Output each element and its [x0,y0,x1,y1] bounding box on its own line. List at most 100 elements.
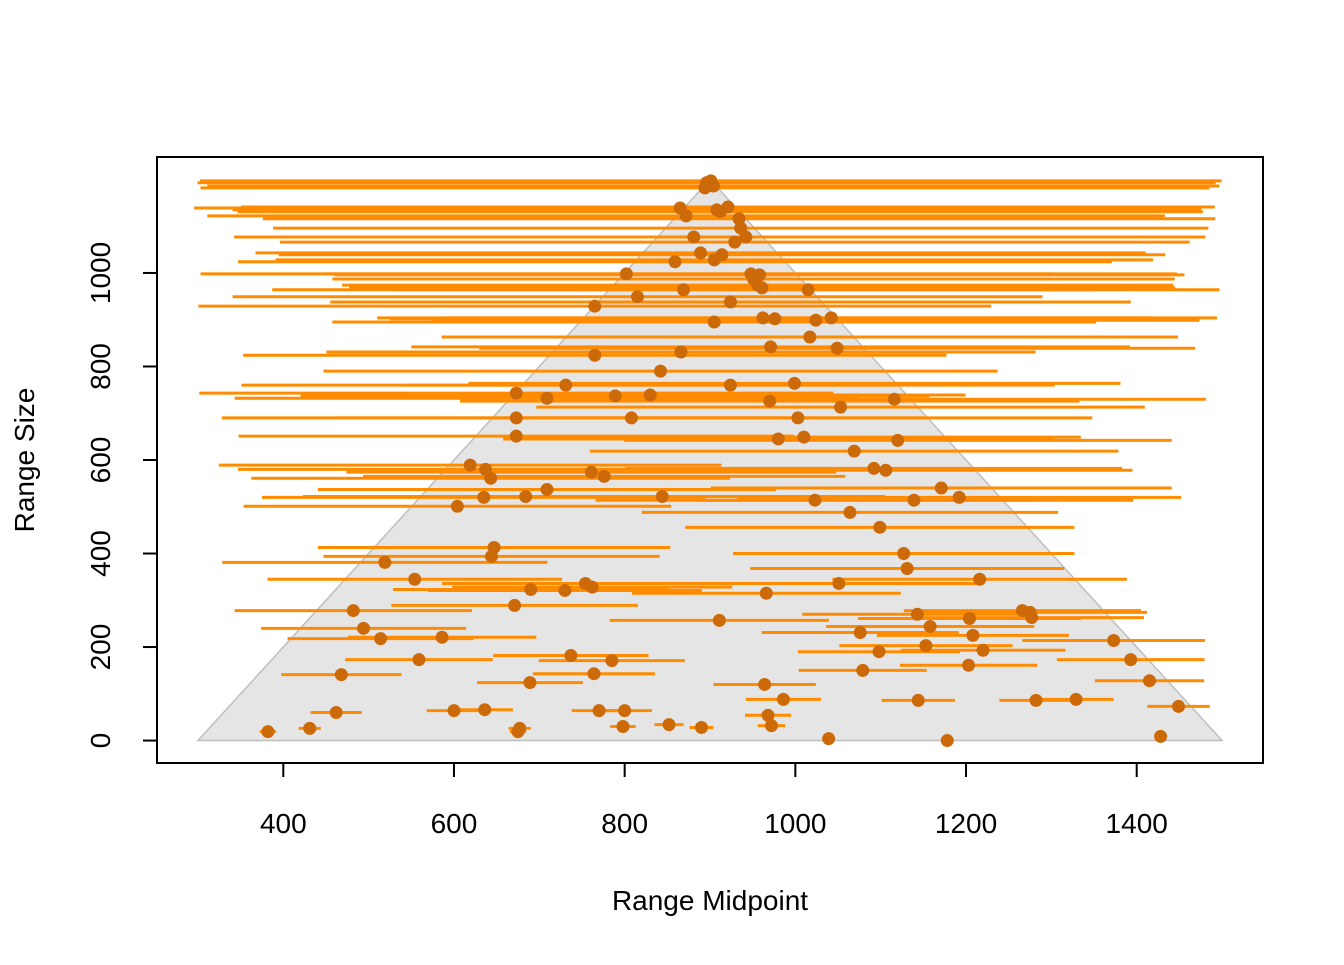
point [919,639,933,653]
point [759,586,773,600]
point [1025,611,1039,625]
point [509,429,523,443]
point [654,364,668,378]
x-tick-label: 800 [601,808,648,839]
x-tick-label: 400 [260,808,307,839]
point [435,630,449,644]
point [723,295,737,309]
x-tick-label: 1200 [935,808,997,839]
point [509,386,523,400]
point [771,432,785,446]
point [911,693,925,707]
point [808,493,822,507]
point [900,561,914,575]
point [873,520,887,534]
point [706,179,720,193]
point [608,389,622,403]
point [585,580,599,594]
point [618,704,632,718]
point [540,391,554,405]
point [830,341,844,355]
y-tick-label: 800 [85,343,116,390]
point [605,654,619,668]
point [763,394,777,408]
point [450,499,464,513]
point [588,348,602,362]
point [739,230,753,244]
point [721,200,735,214]
point [694,720,708,734]
point [891,433,905,447]
y-tick-label: 400 [85,530,116,577]
point [519,489,533,503]
point [803,330,817,344]
y-tick-label: 600 [85,437,116,484]
point [485,549,499,563]
point [797,430,811,444]
point [761,708,775,722]
y-tick-label: 0 [85,733,116,749]
point [477,490,491,504]
point [630,290,644,304]
point [872,645,886,659]
point [952,490,966,504]
x-tick-label: 1000 [764,808,826,839]
point [408,572,422,586]
point [463,458,477,472]
point [764,719,778,733]
point [809,313,823,327]
x-tick-label: 600 [431,808,478,839]
point [822,732,836,746]
y-tick-label: 200 [85,624,116,671]
point [752,268,766,282]
point [357,621,371,635]
point [303,721,317,735]
point [564,648,578,662]
point [867,461,881,475]
point [1142,674,1156,688]
point [801,283,815,297]
point [513,721,527,735]
point [856,663,870,677]
point [1069,692,1083,706]
point [966,628,980,642]
point [584,465,598,479]
point [791,411,805,425]
point [907,493,921,507]
point [674,345,688,359]
point [597,469,611,483]
point [962,658,976,672]
point [910,607,924,621]
point [592,704,606,718]
point [897,547,911,561]
point [655,489,669,503]
point [923,619,937,633]
point [976,643,990,657]
point [715,248,729,262]
x-tick-label: 1400 [1106,808,1168,839]
point [973,572,987,586]
point [616,720,630,734]
point [524,583,538,597]
point [723,378,737,392]
point [728,235,742,249]
point [824,311,838,325]
point [378,555,392,569]
point [764,340,778,354]
point [478,703,492,717]
point [412,653,426,667]
point [962,612,976,626]
point [1029,693,1043,707]
point [679,209,693,223]
point [559,378,573,392]
feasible-region [196,178,1224,742]
point [587,667,601,681]
point [787,376,801,390]
point [558,583,572,597]
point [668,255,682,269]
point [687,230,701,244]
point [540,482,554,496]
plot-area [194,174,1224,748]
point [509,411,523,425]
